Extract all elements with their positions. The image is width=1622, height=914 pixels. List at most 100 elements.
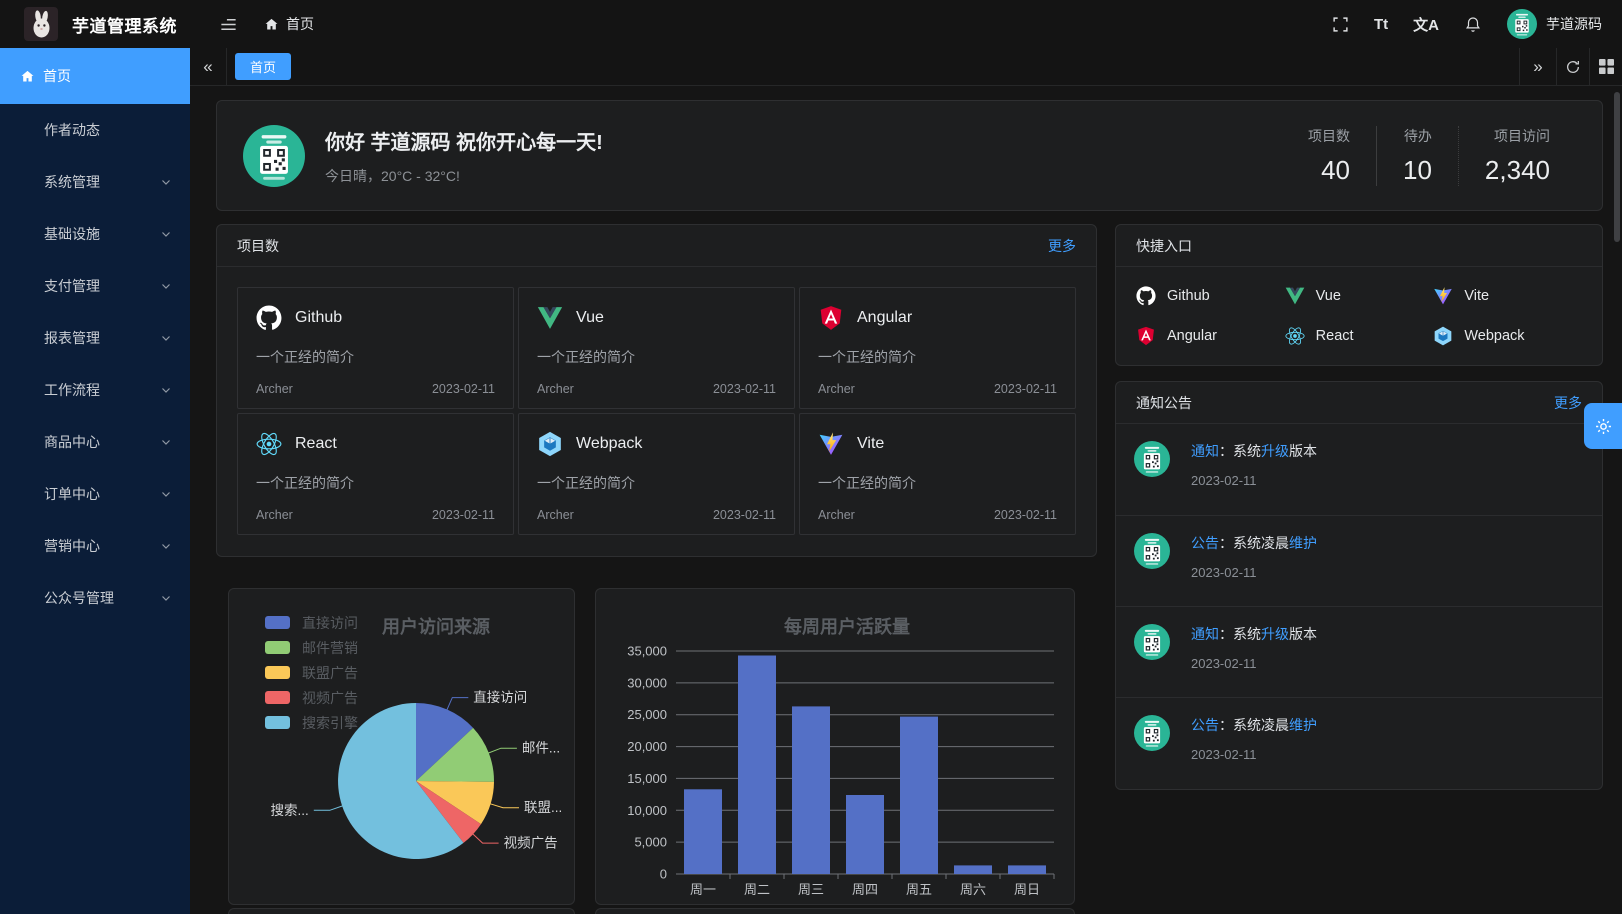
sidebar-item-营销中心[interactable]: 营销中心 [0,520,190,572]
notice-date: 2023-02-11 [1191,747,1257,762]
projects-card: 项目数 更多 Github 一个正经的简介 Archer 2023-02-11 Vue 一… [216,224,1097,557]
notices-more-link[interactable]: 更多 [1554,394,1582,411]
project-description: 一个正经的简介 [537,475,635,491]
pie-label: 搜索... [271,803,309,818]
stat-label: 项目数 [1308,127,1350,144]
project-card-Vite[interactable]: Vite 一个正经的简介 Archer 2023-02-11 [799,413,1076,535]
project-card-Github[interactable]: Github 一个正经的简介 Archer 2023-02-11 [237,287,514,409]
sidebar-item-label: 作者动态 [44,122,100,138]
tabs-scroll-left-icon[interactable]: « [190,47,227,86]
shortcut-Vite[interactable]: Vite [1433,282,1582,310]
next-row-card-peek [595,908,1075,914]
sidebar-item-基础设施[interactable]: 基础设施 [0,208,190,260]
project-description: 一个正经的简介 [256,475,354,491]
weekly-activity-chart-card: 每周用户活跃量 0 5,000 10,000 15,000 20,000 25,000 30,… [595,588,1075,905]
sidebar-item-label: 订单中心 [44,486,100,502]
sidebar-item-订单中心[interactable]: 订单中心 [0,468,190,520]
bar-周三 [792,706,830,874]
user-avatar [1507,9,1537,39]
project-card-Angular[interactable]: Angular 一个正经的简介 Archer 2023-02-11 [799,287,1076,409]
welcome-greeting: 你好 芋道源码 祝你开心每一天! [325,131,603,154]
notification-bell-icon[interactable] [1464,15,1482,33]
stat-value: 10 [1403,154,1432,185]
legend-item-邮件营销[interactable]: 邮件营销 [265,635,358,660]
vertical-scrollbar-thumb[interactable] [1614,92,1620,242]
project-name: Vue [576,309,604,326]
shortcut-Github[interactable]: Github [1136,282,1285,310]
shortcut-label: Webpack [1464,328,1525,344]
svg-text:15,000: 15,000 [627,771,667,786]
shortcut-label: Vite [1464,288,1490,304]
pie-label: 邮件... [522,741,560,756]
project-card-Webpack[interactable]: Webpack 一个正经的简介 Archer 2023-02-11 [518,413,795,535]
notice-item[interactable]: 公告：系统凌晨维护 2023-02-11 [1116,697,1602,788]
project-name: Webpack [576,435,643,452]
refresh-icon[interactable] [1556,47,1589,86]
pie-slice-视频广告 [416,781,481,843]
svg-text:周六: 周六 [960,882,986,897]
chevron-down-icon [160,488,172,500]
sidebar-item-label: 商品中心 [44,434,100,450]
tab-home[interactable]: 首页 [235,53,292,80]
sidebar-item-label: 报表管理 [44,330,100,346]
sidebar-item-首页[interactable]: 首页 [0,48,190,104]
sidebar-item-系统管理[interactable]: 系统管理 [0,156,190,208]
svg-text:周四: 周四 [852,882,878,897]
sidebar-item-label: 系统管理 [44,174,100,190]
font-size-icon[interactable]: Tt [1373,15,1389,33]
notice-item[interactable]: 通知：系统升级版本 2023-02-11 [1116,606,1602,697]
sidebar-item-报表管理[interactable]: 报表管理 [0,312,190,364]
svg-text:每周用户活跃量: 每周用户活跃量 [784,616,910,637]
legend-item-视频广告[interactable]: 视频广告 [265,685,358,710]
layout-grid-icon[interactable] [1589,47,1622,86]
legend-item-直接访问[interactable]: 直接访问 [265,610,358,635]
notice-date: 2023-02-11 [1191,656,1257,671]
shortcut-Angular[interactable]: Angular [1136,322,1285,350]
vite-icon [1433,286,1453,306]
project-description: 一个正经的简介 [818,349,916,365]
pie-chart: 用户访问来源 直接访问 邮件... 联盟... 视频广告 搜索... [229,589,574,904]
main-content: 你好 芋道源码 祝你开心每一天! 今日晴，20°C - 32°C! 项目数 40 待… [190,86,1622,914]
notice-item[interactable]: 公告：系统凌晨维护 2023-02-11 [1116,515,1602,606]
breadcrumb-home: 首页 [286,16,314,32]
bar-周四 [846,795,884,874]
projects-more-link[interactable]: 更多 [1048,237,1076,254]
chevron-down-icon [160,176,172,188]
shortcut-Webpack[interactable]: Webpack [1433,322,1582,350]
settings-fab[interactable] [1584,403,1622,449]
pie-legend: 直接访问邮件营销 联盟广告 视频广告 搜索引擎 [265,610,358,735]
tabs-scroll-right-icon[interactable]: » [1519,47,1556,86]
stat-value: 2,340 [1484,154,1550,185]
webpack-icon [537,431,563,457]
notice-avatar [1134,441,1170,515]
svg-text:5,000: 5,000 [634,835,667,850]
sidebar-item-作者动态[interactable]: 作者动态 [0,104,190,156]
fullscreen-icon[interactable] [1332,16,1349,33]
vue-icon [1285,286,1305,306]
notice-item[interactable]: 通知：系统升级版本 2023-02-11 [1116,424,1602,515]
shortcut-Vue[interactable]: Vue [1285,282,1434,310]
app-logo[interactable]: 芋道管理系统 [0,7,177,41]
stat-value: 40 [1321,154,1350,185]
pie-slice-联盟广告 [416,781,494,825]
user-menu[interactable]: 芋道源码 [1507,9,1602,39]
locale-icon[interactable]: 文A [1413,16,1439,34]
breadcrumb[interactable]: 首页 [264,14,314,34]
collapse-menu-icon[interactable] [219,15,238,34]
chevron-down-icon [160,592,172,604]
sidebar-item-商品中心[interactable]: 商品中心 [0,416,190,468]
sidebar-item-工作流程[interactable]: 工作流程 [0,364,190,416]
legend-item-联盟广告[interactable]: 联盟广告 [265,660,358,685]
sidebar-item-支付管理[interactable]: 支付管理 [0,260,190,312]
next-row-card-peek [228,908,575,914]
legend-label: 直接访问 [302,614,358,631]
project-card-React[interactable]: React 一个正经的简介 Archer 2023-02-11 [237,413,514,535]
sidebar-item-公众号管理[interactable]: 公众号管理 [0,572,190,624]
svg-text:25,000: 25,000 [627,707,667,722]
legend-item-搜索引擎[interactable]: 搜索引擎 [265,710,358,735]
project-author: Archer [256,508,293,522]
shortcut-React[interactable]: React [1285,322,1434,350]
pie-label: 视频广告 [504,836,558,851]
angular-icon [818,305,844,331]
project-card-Vue[interactable]: Vue 一个正经的简介 Archer 2023-02-11 [518,287,795,409]
